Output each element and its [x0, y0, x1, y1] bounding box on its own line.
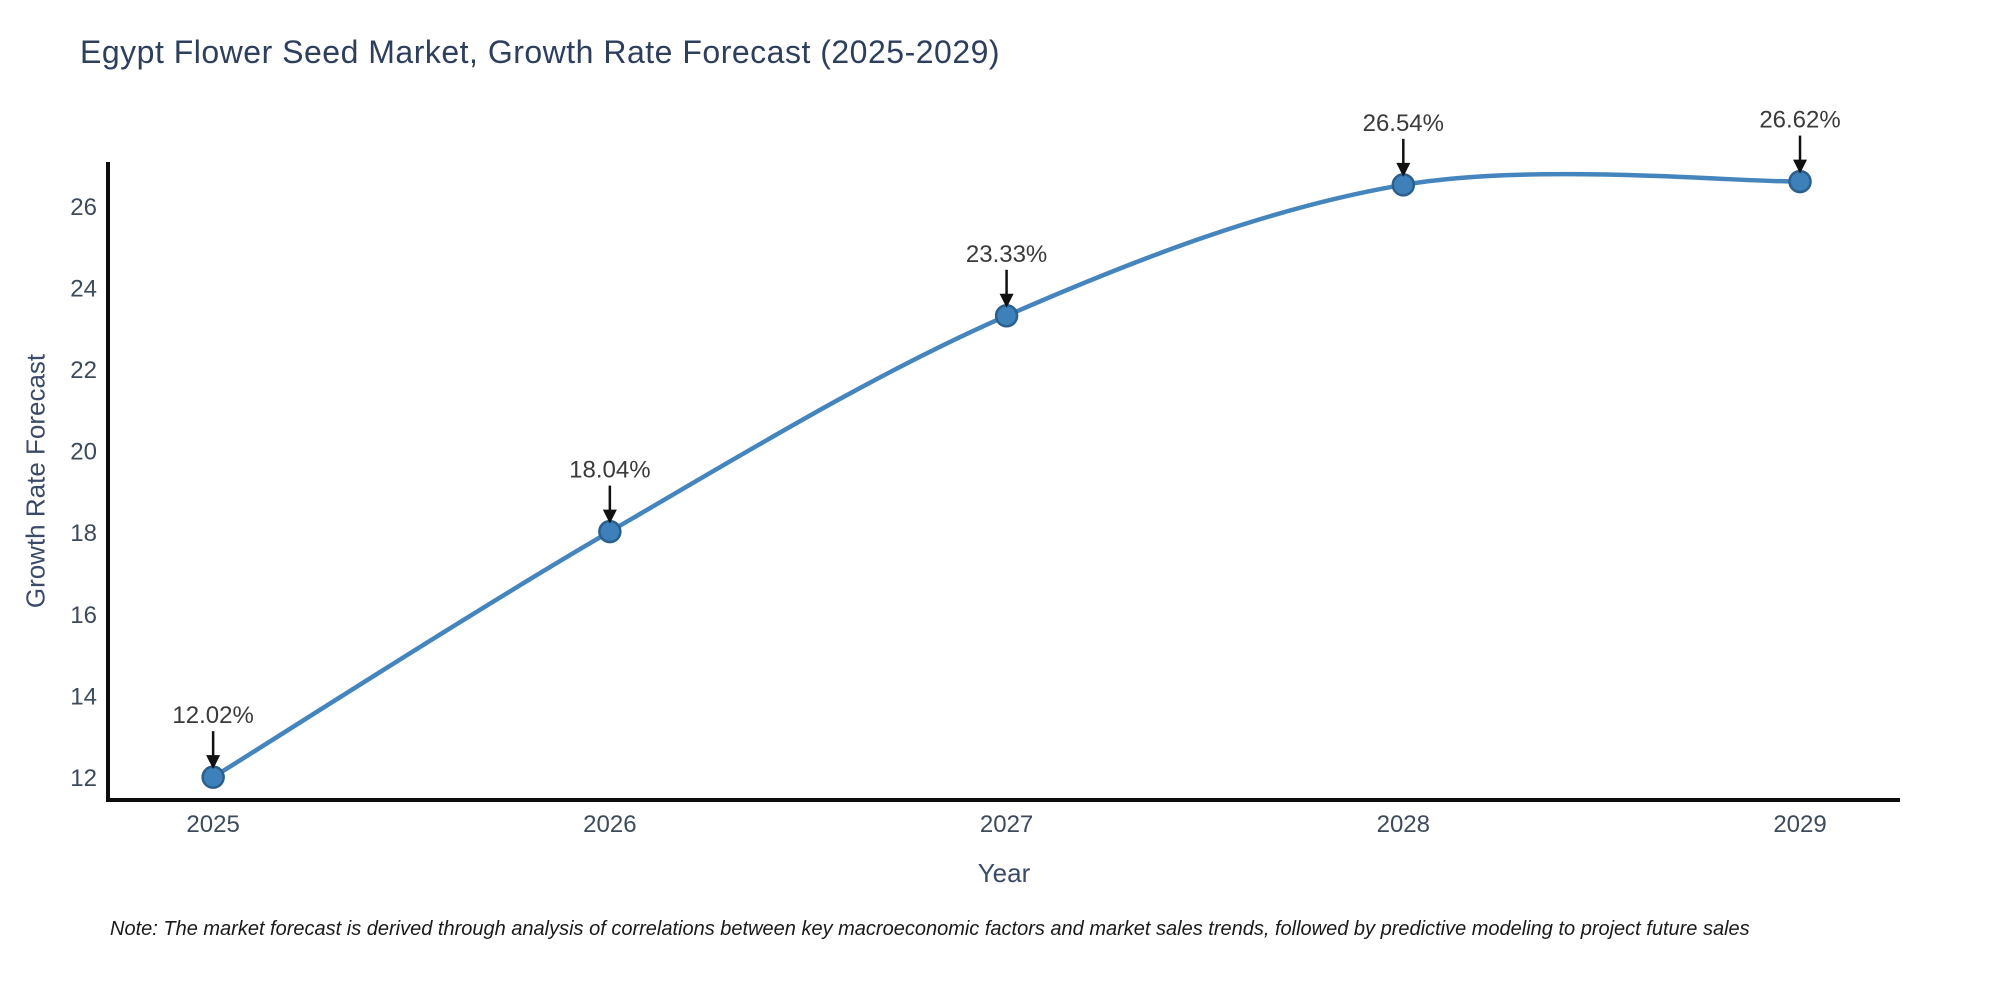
y-tick-label: 22 — [70, 357, 97, 384]
annotation-arrowhead — [1793, 159, 1808, 174]
annotation-arrowhead — [602, 509, 617, 524]
y-tick-label: 12 — [70, 765, 97, 792]
y-tick-label: 26 — [70, 194, 97, 221]
annotation-label: 26.54% — [1363, 110, 1444, 137]
chart-title: Egypt Flower Seed Market, Growth Rate Fo… — [80, 34, 1001, 70]
data-point-2028[interactable] — [1391, 173, 1416, 197]
x-tick-label: 2025 — [186, 811, 239, 838]
annotation-label: 26.62% — [1759, 107, 1840, 134]
y-tick-label: 14 — [70, 683, 97, 710]
annotation-label: 12.02% — [172, 702, 253, 729]
annotation-arrowhead — [1396, 162, 1411, 177]
annotation-arrowhead — [206, 755, 221, 770]
data-point-2027[interactable] — [994, 304, 1019, 328]
y-tick-label: 16 — [70, 602, 97, 629]
y-tick-label: 18 — [70, 520, 97, 547]
x-tick-label: 2026 — [583, 811, 636, 838]
data-point-2029[interactable] — [1788, 169, 1812, 194]
annotation-label: 23.33% — [966, 241, 1047, 268]
x-axis-title: Year — [977, 858, 1031, 888]
x-tick-label: 2027 — [980, 811, 1033, 838]
data-point-2026[interactable] — [598, 519, 622, 544]
x-tick-label: 2029 — [1773, 811, 1826, 838]
footnote: Note: The market forecast is derived thr… — [110, 918, 1750, 940]
annotation-label: 18.04% — [569, 457, 650, 484]
y-axis-title: Growth Rate Forecast — [20, 353, 51, 609]
data-point-2025[interactable] — [201, 765, 225, 789]
y-tick-label: 20 — [70, 439, 97, 466]
y-tick-label: 24 — [70, 275, 97, 302]
annotation-arrowhead — [999, 293, 1014, 308]
x-tick-label: 2028 — [1377, 811, 1430, 838]
